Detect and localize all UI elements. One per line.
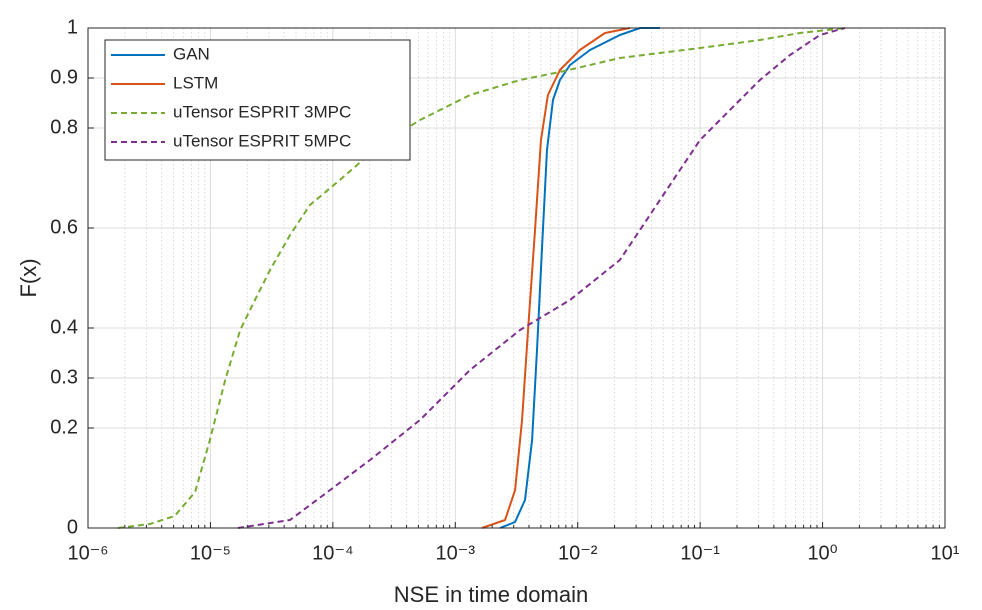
y-tick-label: 0.4 [50, 316, 78, 338]
y-tick-label: 0.2 [50, 416, 78, 438]
series-line [117, 27, 845, 529]
legend-box [104, 39, 411, 161]
legend-label: uTensor ESPRIT 5MPC [173, 131, 351, 150]
y-tick-label: 0 [67, 516, 78, 538]
series-line [481, 27, 631, 529]
x-tick-label: 10⁻⁴ [312, 542, 353, 564]
axes-box [87, 27, 946, 529]
x-axis-label: NSE in time domain [394, 582, 588, 607]
x-tick-label: 10⁻² [558, 542, 598, 564]
legend-label: uTensor ESPRIT 3MPC [173, 102, 351, 121]
y-tick-label: 0.8 [50, 116, 78, 138]
x-tick-label: 10⁰ [807, 542, 837, 564]
x-tick-label: 10⁻¹ [680, 542, 720, 564]
series-line [499, 27, 660, 529]
x-tick-label: 10¹ [931, 542, 960, 564]
legend-label: LSTM [173, 73, 218, 92]
y-tick-label: 0.3 [50, 366, 78, 388]
x-tick-label: 10⁻³ [436, 542, 476, 564]
y-tick-label: 1 [67, 16, 78, 38]
y-tick-label: 0.9 [50, 66, 78, 88]
series-line [237, 27, 846, 529]
legend: GAN LSTM uTensor ESPRIT 3MPC uTensor ESPRIT… [104, 39, 411, 161]
x-tick-label: 10⁻⁶ [67, 542, 108, 564]
x-tick-label: 10⁻⁵ [190, 542, 231, 564]
y-axis-label: F(x) [16, 258, 41, 297]
legend-label: GAN [173, 44, 210, 63]
y-tick-label: 0.6 [50, 216, 78, 238]
